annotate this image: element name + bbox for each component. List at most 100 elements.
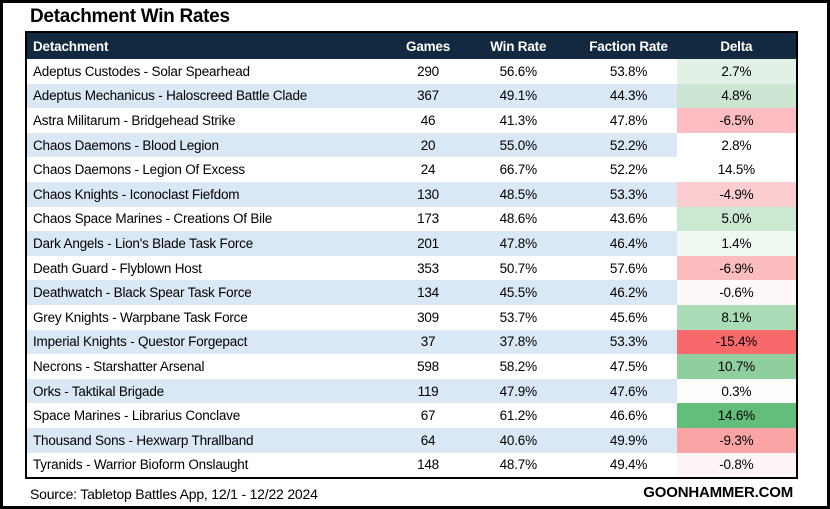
table-row: Chaos Space Marines - Creations Of Bile … [26, 206, 797, 232]
cell-faction-rate: 53.3% [609, 334, 648, 350]
col-header-games: Games [399, 32, 457, 59]
cell-detachment: Chaos Daemons - Legion Of Excess [33, 162, 245, 178]
cell-delta: -4.9% [676, 181, 797, 207]
cell-faction-rate: 52.2% [609, 162, 648, 178]
cell-detachment: Grey Knights - Warpbane Task Force [33, 309, 248, 325]
cell-detachment: Death Guard - Flyblown Host [33, 260, 202, 276]
cell-win-rate: 48.6% [499, 211, 537, 227]
cell-faction-rate: 53.8% [609, 63, 648, 79]
table-row: Thousand Sons - Hexwarp Thrallband 64 40… [26, 427, 797, 453]
cell-win-rate: 37.8% [499, 334, 537, 350]
cell-detachment: Space Marines - Librarius Conclave [33, 408, 241, 424]
cell-games: 353 [417, 260, 439, 276]
goonhammer-brand: GOONHAMMER.COM [643, 484, 793, 501]
cell-delta: -6.9% [676, 255, 797, 281]
table-row: Deathwatch - Black Spear Task Force 134 … [26, 280, 797, 305]
cell-games: 130 [417, 186, 439, 202]
cell-delta: 4.8% [676, 83, 797, 109]
cell-win-rate: 47.8% [499, 235, 537, 251]
cell-faction-rate: 47.8% [609, 112, 648, 128]
cell-delta: -6.5% [676, 108, 797, 133]
cell-faction-rate: 46.4% [609, 235, 648, 251]
table-row: Necrons - Starshatter Arsenal 598 58.2% … [26, 354, 797, 379]
cell-detachment: Adeptus Custodes - Solar Spearhead [33, 63, 250, 79]
win-rates-table: Detachment Games Win Rate Faction Rate D… [25, 31, 798, 480]
cell-win-rate: 48.5% [499, 186, 537, 202]
cell-win-rate: 48.7% [499, 457, 537, 473]
cell-faction-rate: 43.6% [609, 211, 648, 227]
table-row: Death Guard - Flyblown Host 353 50.7% 57… [26, 255, 797, 281]
table-row: Space Marines - Librarius Conclave 67 61… [26, 403, 797, 428]
col-header-win-rate: Win Rate [456, 32, 581, 59]
cell-faction-rate: 53.3% [609, 186, 648, 202]
cell-delta: -9.3% [676, 427, 797, 453]
cell-win-rate: 61.2% [499, 408, 537, 424]
cell-win-rate: 55.0% [499, 137, 537, 153]
cell-games: 24 [420, 162, 436, 178]
cell-faction-rate: 47.6% [609, 383, 648, 399]
header-row: Detachment Games Win Rate Faction Rate D… [26, 32, 797, 59]
table-row: Chaos Knights - Iconoclast Fiefdom 130 4… [26, 181, 797, 207]
cell-detachment: Imperial Knights - Questor Forgepact [33, 334, 248, 350]
cell-games: 20 [420, 137, 436, 153]
cell-faction-rate: 52.2% [609, 137, 648, 153]
cell-games: 309 [417, 309, 439, 325]
col-header-delta: Delta [676, 32, 797, 59]
cell-delta: 2.8% [676, 132, 797, 158]
cell-faction-rate: 46.6% [609, 408, 648, 424]
cell-win-rate: 50.7% [499, 260, 537, 276]
table-row: Orks - Taktikal Brigade 119 47.9% 47.6% … [26, 378, 797, 404]
cell-faction-rate: 57.6% [609, 260, 648, 276]
cell-delta: -0.8% [676, 452, 797, 479]
source-caption: Source: Tabletop Battles App, 12/1 - 12/… [30, 486, 318, 502]
cell-win-rate: 53.7% [499, 309, 537, 325]
cell-win-rate: 56.6% [499, 63, 537, 79]
cell-delta: 1.4% [676, 231, 797, 256]
cell-detachment: Deathwatch - Black Spear Task Force [33, 285, 252, 301]
table-row: Adeptus Custodes - Solar Spearhead 290 5… [26, 59, 797, 84]
cell-delta: -15.4% [676, 329, 797, 355]
cell-games: 367 [417, 88, 439, 104]
cell-games: 46 [420, 112, 436, 128]
cell-games: 173 [417, 211, 439, 227]
col-header-faction-rate: Faction Rate [580, 32, 677, 59]
cell-games: 598 [417, 358, 439, 374]
cell-faction-rate: 46.2% [609, 285, 648, 301]
cell-games: 148 [417, 457, 439, 473]
cell-detachment: Tyranids - Warrior Bioform Onslaught [33, 457, 249, 473]
cell-games: 37 [420, 334, 436, 350]
cell-detachment: Astra Militarum - Bridgehead Strike [33, 112, 236, 128]
table-row: Adeptus Mechanicus - Haloscreed Battle C… [26, 83, 797, 109]
cell-detachment: Dark Angels - Lion's Blade Task Force [33, 235, 254, 251]
cell-delta: 14.6% [676, 403, 797, 428]
cell-win-rate: 41.3% [499, 112, 537, 128]
page-title: Detachment Win Rates [30, 6, 230, 27]
cell-win-rate: 49.1% [499, 88, 537, 104]
cell-games: 201 [417, 235, 439, 251]
cell-delta: -0.6% [676, 280, 797, 305]
cell-delta: 2.7% [676, 59, 797, 84]
cell-win-rate: 45.5% [499, 285, 537, 301]
table-row: Tyranids - Warrior Bioform Onslaught 148… [26, 452, 797, 479]
cell-delta: 10.7% [676, 354, 797, 379]
col-header-detachment: Detachment [26, 32, 400, 59]
cell-games: 134 [417, 285, 439, 301]
cell-detachment: Orks - Taktikal Brigade [33, 383, 164, 399]
cell-win-rate: 40.6% [499, 432, 537, 448]
cell-faction-rate: 45.6% [609, 309, 648, 325]
cell-detachment: Thousand Sons - Hexwarp Thrallband [33, 432, 254, 448]
cell-games: 67 [420, 408, 436, 424]
table-row: Dark Angels - Lion's Blade Task Force 20… [26, 231, 797, 256]
cell-detachment: Chaos Knights - Iconoclast Fiefdom [33, 186, 240, 202]
cell-detachment: Chaos Daemons - Blood Legion [33, 137, 219, 153]
cell-detachment: Necrons - Starshatter Arsenal [33, 358, 205, 374]
cell-games: 290 [417, 63, 439, 79]
cell-detachment: Adeptus Mechanicus - Haloscreed Battle C… [33, 88, 308, 104]
table-row: Astra Militarum - Bridgehead Strike 46 4… [26, 108, 797, 133]
cell-delta: 8.1% [676, 304, 797, 330]
cell-win-rate: 58.2% [499, 358, 537, 374]
table-row: Grey Knights - Warpbane Task Force 309 5… [26, 304, 797, 330]
table-row: Chaos Daemons - Blood Legion 20 55.0% 52… [26, 132, 797, 158]
cell-faction-rate: 49.4% [609, 457, 648, 473]
